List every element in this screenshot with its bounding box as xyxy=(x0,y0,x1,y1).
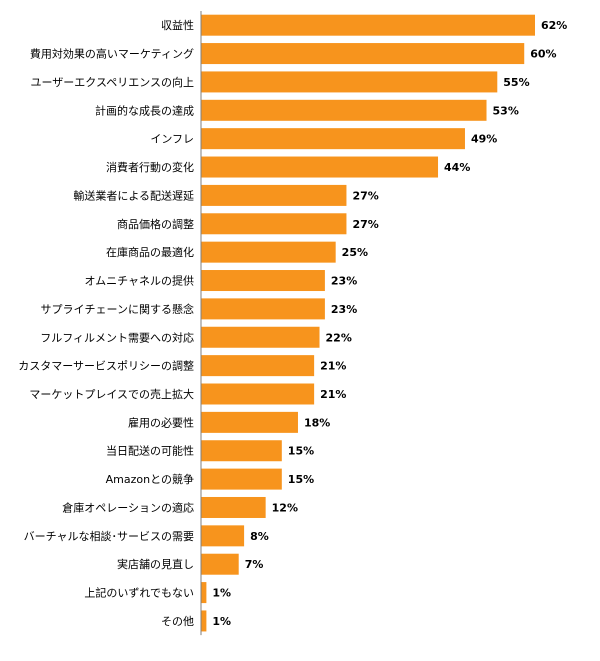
value-label: 21% xyxy=(320,388,346,401)
value-label: 53% xyxy=(493,104,519,117)
bar xyxy=(201,99,487,121)
category-label: その他 xyxy=(161,615,194,628)
category-label: インフレ xyxy=(150,133,194,146)
bar xyxy=(201,241,336,263)
value-label: 27% xyxy=(352,189,378,202)
bar xyxy=(201,355,315,377)
category-label: カスタマーサービスポリシーの調整 xyxy=(18,359,194,373)
value-label: 12% xyxy=(272,501,298,514)
value-label: 18% xyxy=(304,416,330,429)
category-label: 計画的な成長の達成 xyxy=(95,103,194,117)
value-label: 49% xyxy=(471,133,497,146)
bar xyxy=(201,383,315,405)
bar xyxy=(201,71,498,93)
bars-layer xyxy=(201,14,535,632)
bar xyxy=(201,496,266,518)
category-label: ユーザーエクスペリエンスの向上 xyxy=(31,75,194,89)
bar xyxy=(201,525,245,547)
bar xyxy=(201,270,325,292)
category-label: オムニチャネルの提供 xyxy=(84,274,194,288)
category-label: 雇用の必要性 xyxy=(128,415,194,429)
category-label: 商品価格の調整 xyxy=(117,217,194,231)
bar xyxy=(201,582,207,604)
category-label: サプライチェーンに関する懸念 xyxy=(41,302,194,316)
bar xyxy=(201,468,282,490)
category-label: 倉庫オペレーションの適応 xyxy=(62,500,194,514)
bar xyxy=(201,156,439,178)
value-label: 8% xyxy=(250,530,269,543)
value-label: 60% xyxy=(530,48,556,61)
value-label: 1% xyxy=(212,587,231,600)
category-label: 実店舗の見直し xyxy=(117,557,194,571)
bar xyxy=(201,43,525,65)
value-label: 23% xyxy=(331,275,357,288)
value-label: 27% xyxy=(352,218,378,231)
value-label: 55% xyxy=(503,76,529,89)
category-label: 輸送業者による配送遅延 xyxy=(73,188,194,202)
category-label: 上記のいずれでもない xyxy=(84,586,194,600)
bar xyxy=(201,184,347,206)
value-labels-layer: 62% 60% 55% 53% 49% 44% 27% 27% 25% 23% 23% 22% 21% 2… xyxy=(212,19,567,628)
value-label: 62% xyxy=(541,19,567,32)
value-label: 15% xyxy=(288,473,314,486)
value-label: 15% xyxy=(288,445,314,458)
category-label: マーケットプレイスでの売上拡大 xyxy=(29,387,194,401)
category-label: バーチャルな相談･サービスの需要 xyxy=(24,529,194,543)
category-label: 当日配送の可能性 xyxy=(106,444,194,458)
bar xyxy=(201,213,347,235)
bar xyxy=(201,440,282,462)
category-label: 消費者行動の変化 xyxy=(106,160,194,174)
bar xyxy=(201,128,465,150)
bar xyxy=(201,553,239,575)
category-label: 在庫商品の最適化 xyxy=(106,245,194,259)
bar xyxy=(201,14,535,36)
value-label: 25% xyxy=(342,246,368,259)
value-label: 44% xyxy=(444,161,470,174)
category-labels-layer: 収益性費用対効果の高いマーケティングユーザーエクスペリエンスの向上計画的な成長の… xyxy=(18,18,194,628)
bar xyxy=(201,298,325,320)
bar xyxy=(201,610,207,632)
category-label: Amazonとの競争 xyxy=(106,472,194,486)
category-label: 収益性 xyxy=(161,18,194,32)
value-label: 1% xyxy=(212,615,231,628)
value-label: 23% xyxy=(331,303,357,316)
value-label: 22% xyxy=(326,331,352,344)
category-label: フルフィルメント需要への対応 xyxy=(40,330,194,344)
value-label: 21% xyxy=(320,360,346,373)
value-label: 7% xyxy=(245,558,264,571)
bar xyxy=(201,411,298,433)
bar xyxy=(201,326,320,348)
category-label: 費用対効果の高いマーケティング xyxy=(30,47,194,61)
